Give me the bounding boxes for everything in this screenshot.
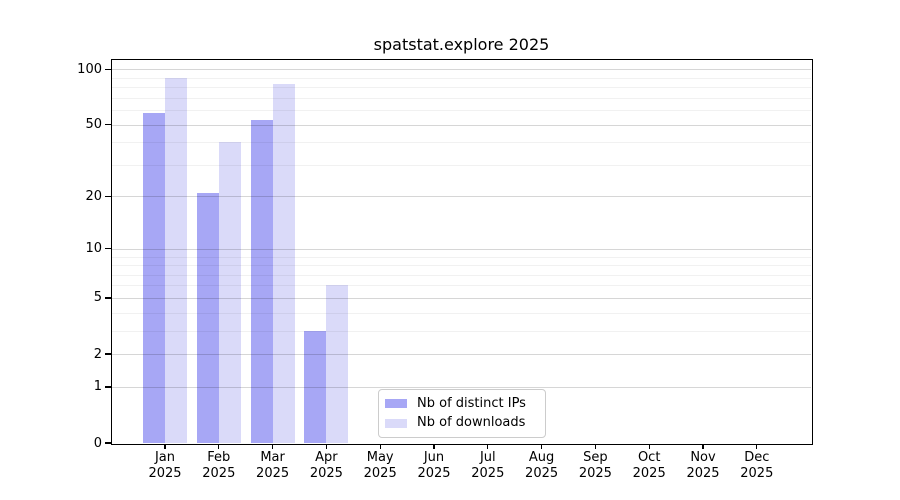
gridline-minor-90: [112, 77, 811, 79]
x-tick-label-aug: Aug 2025: [525, 450, 559, 481]
gridline-minor-70: [112, 97, 811, 99]
legend: Nb of distinct IPs Nb of downloads: [378, 389, 546, 438]
y-tick-0: [105, 442, 111, 444]
x-tick-oct: [648, 444, 650, 449]
x-tick-feb: [218, 444, 220, 449]
x-tick-label-apr: Apr 2025: [309, 450, 343, 481]
gridline-major-10: [112, 248, 811, 250]
x-tick-label-may: May 2025: [363, 450, 397, 481]
chart-title: spatstat.explore 2025: [373, 35, 550, 54]
gridline-major-1: [112, 386, 811, 388]
gridline-major-50: [112, 124, 811, 126]
legend-label: Nb of distinct IPs: [417, 395, 526, 411]
gridline-minor-9: [112, 256, 811, 258]
y-tick-2: [105, 353, 111, 355]
y-tick-20: [105, 195, 111, 198]
bar-apr-downloads: [326, 285, 349, 443]
x-tick-label-feb: Feb 2025: [202, 450, 236, 481]
x-tick-dec: [756, 444, 758, 449]
x-tick-label-dec: Dec 2025: [740, 450, 774, 481]
gridline-major-20: [112, 196, 811, 198]
x-tick-nov: [702, 444, 704, 449]
legend-swatch-icon: [385, 418, 407, 428]
x-tick-mar: [271, 444, 274, 449]
gridline-major-2: [112, 354, 811, 355]
x-tick-may: [379, 444, 381, 449]
gridline-minor-30: [112, 164, 811, 166]
bar-mar-distinct-ips: [250, 119, 273, 443]
gridline-major-5: [112, 297, 811, 299]
x-tick-jun: [433, 444, 435, 449]
y-tick-10: [105, 248, 111, 250]
x-tick-label-mar: Mar 2025: [256, 450, 290, 481]
bar-jan-downloads: [165, 77, 187, 443]
gridline-minor-8: [112, 265, 811, 266]
bar-feb-downloads: [218, 142, 241, 443]
y-tick-100: [105, 68, 111, 70]
gridline-minor-4: [112, 312, 811, 314]
y-tick-label-20: 20: [85, 188, 102, 204]
y-tick-label-1: 1: [93, 379, 102, 395]
x-tick-sep: [594, 444, 597, 449]
x-tick-label-jun: Jun 2025: [417, 450, 451, 481]
legend-swatch-icon: [385, 399, 407, 409]
y-tick-label-5: 5: [93, 290, 102, 306]
x-tick-label-jul: Jul 2025: [471, 450, 505, 481]
bar-feb-distinct-ips: [196, 192, 219, 443]
x-tick-label-nov: Nov 2025: [686, 450, 720, 481]
legend-item-downloads: Nb of downloads: [385, 415, 538, 433]
y-tick-label-0: 0: [93, 435, 102, 451]
x-tick-jan: [164, 444, 166, 449]
legend-item-distinct-ips: Nb of distinct IPs: [385, 395, 538, 413]
y-tick-50: [105, 123, 111, 126]
y-tick-label-10: 10: [85, 241, 102, 257]
x-tick-apr: [325, 444, 328, 449]
x-tick-label-jan: Jan 2025: [148, 450, 182, 481]
y-tick-label-100: 100: [77, 61, 102, 77]
gridline-minor-6: [112, 285, 811, 287]
bar-mar-downloads: [272, 84, 295, 443]
gridline-minor-7: [112, 274, 811, 276]
gridline-major-100: [112, 69, 811, 71]
y-tick-5: [105, 297, 111, 299]
x-tick-label-oct: Oct 2025: [632, 450, 666, 481]
gridline-minor-40: [112, 142, 811, 144]
gridline-minor-3: [112, 330, 811, 332]
x-tick-jul: [487, 444, 489, 449]
legend-label: Nb of downloads: [417, 415, 526, 431]
bar-jan-distinct-ips: [143, 112, 165, 443]
gridline-minor-60: [112, 110, 811, 111]
gridline-minor-80: [112, 87, 811, 88]
y-tick-label-2: 2: [93, 346, 102, 362]
x-tick-aug: [540, 444, 543, 449]
y-tick-1: [105, 386, 111, 388]
y-tick-label-50: 50: [85, 117, 102, 132]
x-tick-label-sep: Sep 2025: [578, 450, 612, 481]
bar-apr-distinct-ips: [304, 330, 327, 443]
